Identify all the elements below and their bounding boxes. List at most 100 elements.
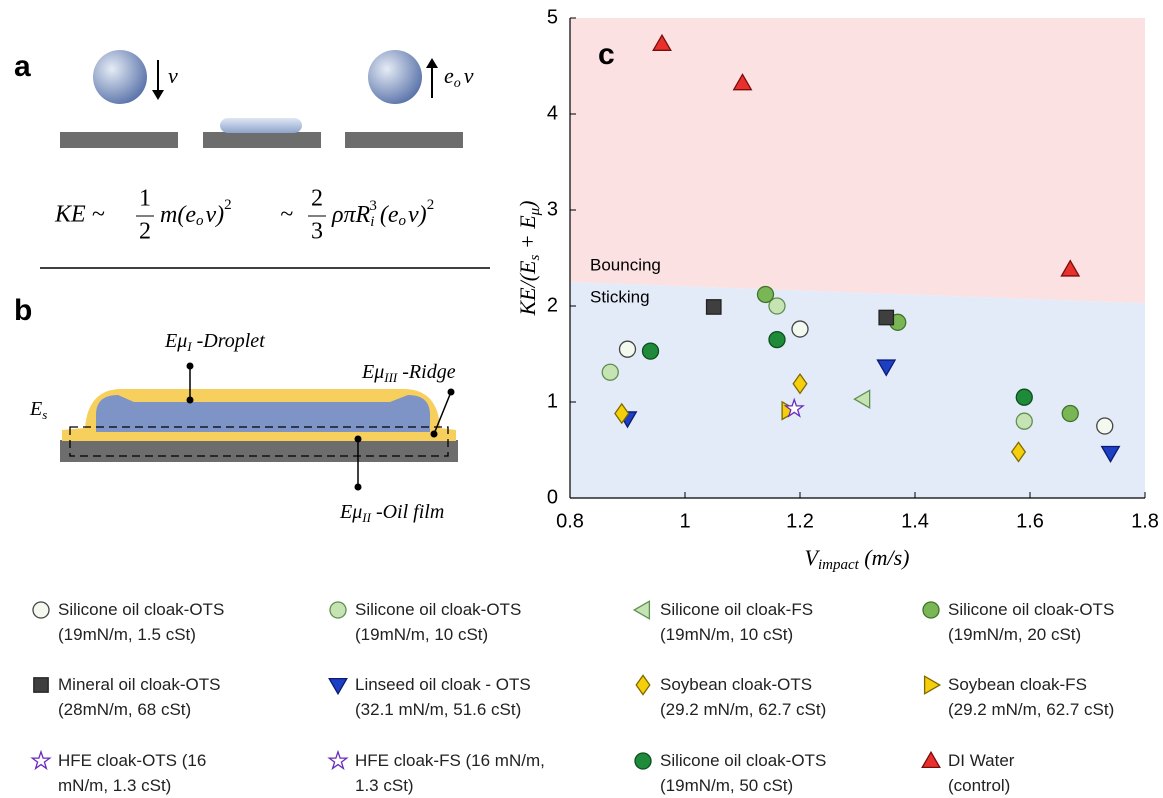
legend-label: Silicone oil cloak-OTS (19mN/m, 20 cSt) [948,600,1114,644]
point [620,341,636,357]
pointer-dot [355,436,362,443]
point [1062,406,1078,422]
legend-marker [329,752,346,769]
point [602,364,618,380]
legend-entry: Silicone oil cloak-OTS (19mN/m, 50 cSt) [660,748,826,798]
legend-marker [634,601,649,619]
pointer-dot [431,431,438,438]
legend-entry: Soybean cloak-OTS (29.2 mN/m, 62.7 cSt) [660,672,826,722]
x-tick-label: 1.4 [901,510,929,532]
droplet-label: EμI -Droplet [164,330,265,354]
x-tick-label: 1.6 [1016,510,1044,532]
legend-marker [925,676,940,694]
eq-part: 2 [311,186,323,212]
legend-label: DI Water (control) [948,751,1014,795]
legend-label: Silicone oil cloak-FS (19mN/m, 10 cSt) [660,600,813,644]
point [707,300,721,314]
legend-label: Soybean cloak-FS (29.2 mN/m, 62.7 cSt) [948,675,1114,719]
legend-marker-box [327,750,349,772]
substrate [60,440,458,462]
legend-entry: DI Water (control) [948,748,1014,798]
y-tick-label: 4 [547,102,558,124]
legend-entry: HFE cloak-OTS (16 mN/m, 1.3 cSt) [58,748,206,798]
legend-marker [32,752,49,769]
eq-part: ~ [280,202,293,228]
legend-marker-box [327,674,349,696]
legend-marker-box [30,674,52,696]
x-tick-label: 1.8 [1131,510,1159,532]
legend-entry: Silicone oil cloak-FS (19mN/m, 10 cSt) [660,597,813,647]
point [758,286,774,302]
x-axis-label: Vimpact (m/s) [805,545,910,573]
legend-marker [636,675,650,694]
pointer-dot [187,363,194,370]
legend-entry: HFE cloak-FS (16 mN/m, 1.3 cSt) [355,748,545,798]
page: a v eov KE ~ 1 2 m(eov)2 ~ 2 3 ρπRi3(eov… [0,0,1163,789]
droplet [368,50,422,104]
surface [345,132,463,148]
eq-part: 1 [139,186,151,212]
pointer-dot [448,389,455,396]
panel-label: c [598,38,615,71]
legend-label: Silicone oil cloak-OTS (19mN/m, 1.5 cSt) [58,600,224,644]
pointer-dot [187,397,194,404]
eq-part: KE ~ [54,202,105,228]
y-axis-label: KE/(Es + Eμ) [515,201,543,317]
legend-marker-box [327,599,349,621]
legend-marker-box [920,599,942,621]
legend-marker [34,678,48,692]
legend-marker-box [30,599,52,621]
region-label: Sticking [590,287,650,306]
eq-part: ρπRi3(eov)2 [331,197,434,230]
eq-part: 2 [139,219,151,245]
panel-label: b [14,294,32,327]
legend-marker-box [920,750,942,772]
ridge-label: EμIII -Ridge [361,361,456,385]
legend-marker-box [632,750,654,772]
x-tick-label: 1 [679,510,690,532]
figure: a v eov KE ~ 1 2 m(eov)2 ~ 2 3 ρπRi3(eov… [0,0,1163,789]
sticking-region [570,282,1145,498]
legend-marker-box [30,750,52,772]
spread-droplet [220,118,302,133]
y-tick-label: 5 [547,6,558,28]
equation: KE ~ 1 2 m(eov)2 ~ 2 3 ρπRi3(eov)2 [54,186,434,245]
eq-part: 3 [311,219,323,245]
point [769,332,785,348]
x-tick-label: 1.2 [786,510,814,532]
legend-label: HFE cloak-OTS (16 mN/m, 1.3 cSt) [58,751,206,795]
legend-entry: Mineral oil cloak-OTS (28mN/m, 68 cSt) [58,672,221,722]
film-label: EμII -Oil film [339,501,444,525]
x-tick-label: 0.8 [556,510,584,532]
y-tick-label: 3 [547,198,558,220]
legend-label: Silicone oil cloak-OTS (19mN/m, 50 cSt) [660,751,826,795]
legend-marker-box [632,599,654,621]
point [792,321,808,337]
point [1097,418,1113,434]
point [1016,389,1032,405]
pointer-dot [355,484,362,491]
legend-marker [922,752,940,767]
legend-marker [923,602,939,618]
legend-entry: Silicone oil cloak-OTS (19mN/m, 20 cSt) [948,597,1114,647]
legend-entry: Silicone oil cloak-OTS (19mN/m, 1.5 cSt) [58,597,224,647]
legend-marker [33,602,49,618]
point [1016,413,1032,429]
legend-label: Soybean cloak-OTS (29.2 mN/m, 62.7 cSt) [660,675,826,719]
y-tick-label: 0 [547,486,558,508]
droplet [93,50,147,104]
legend-marker-box [632,674,654,696]
legend-entry: Soybean cloak-FS (29.2 mN/m, 62.7 cSt) [948,672,1114,722]
y-tick-label: 2 [547,294,558,316]
legend-label: Mineral oil cloak-OTS (28mN/m, 68 cSt) [58,675,221,719]
legend-entry: Linseed oil cloak - OTS (32.1 mN/m, 51.6… [355,672,531,722]
legend-label: HFE cloak-FS (16 mN/m, 1.3 cSt) [355,751,545,795]
point [879,310,893,324]
legend-entry: Silicone oil cloak-OTS (19mN/m, 10 cSt) [355,597,521,647]
arrowhead [152,90,164,100]
legend-marker-box [920,674,942,696]
surface-energy-label: Es [29,398,47,422]
arrowhead [426,58,438,68]
